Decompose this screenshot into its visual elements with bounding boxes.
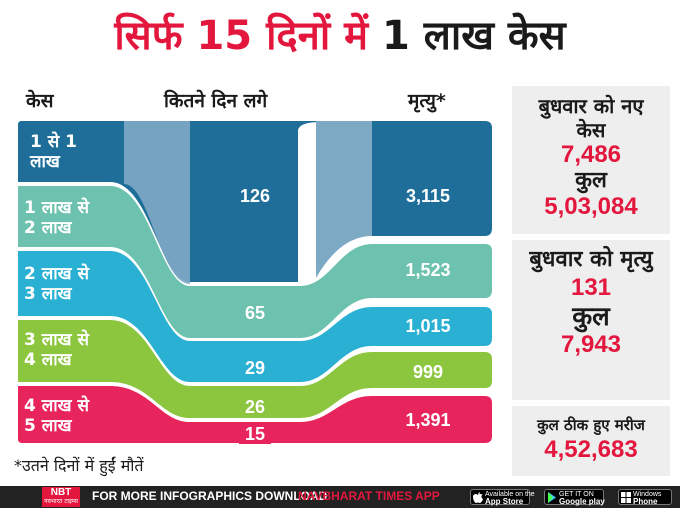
band-1-label: 1 से 1 लाख bbox=[30, 132, 77, 172]
band-2-days: 65 bbox=[244, 303, 266, 323]
panel-deaths: बुधवार को मृत्यु 131 कुल 7,943 bbox=[512, 240, 670, 400]
band-3-shape bbox=[18, 251, 492, 382]
recovered-label: कुल ठीक हुए मरीज bbox=[537, 416, 645, 434]
play-icon bbox=[548, 492, 556, 503]
google-play-badge[interactable]: GET IT ON Google play bbox=[544, 489, 605, 506]
band-3-deaths: 1,015 bbox=[405, 316, 451, 336]
windows-phone-big: Phone bbox=[633, 497, 658, 506]
total-cases-label: कुल bbox=[575, 168, 607, 193]
new-cases-value: 7,486 bbox=[560, 141, 622, 168]
windows-phone-badge[interactable]: Windows Phone bbox=[618, 489, 672, 506]
nbt-logo-sub: नवभारत टाइम्स bbox=[44, 498, 78, 505]
google-play-small: GET IT ON bbox=[559, 491, 594, 498]
band-5-label: 4 लाख से 5 लाख bbox=[24, 396, 89, 436]
app-store-small: Available on the bbox=[485, 491, 535, 498]
panel-recovered: कुल ठीक हुए मरीज 4,52,683 bbox=[512, 406, 670, 476]
total-deaths-label: कुल bbox=[572, 302, 610, 332]
new-cases-label: बुधवार को नए केस bbox=[538, 94, 644, 142]
band-3-label: 2 लाख से 3 लाख bbox=[24, 264, 89, 304]
deaths-value: 131 bbox=[570, 274, 612, 301]
band-1-light-left bbox=[124, 121, 190, 284]
google-play-big: Google play bbox=[559, 497, 605, 506]
band-4-shape bbox=[18, 320, 492, 418]
band-1-deaths: 3,115 bbox=[405, 186, 451, 206]
band-2-shape bbox=[18, 186, 492, 338]
band-4-label: 3 लाख से 4 लाख bbox=[24, 330, 89, 370]
band-3-days: 29 bbox=[244, 358, 266, 378]
header-days: कितने दिन लगे bbox=[164, 90, 268, 112]
footnote: *उतने दिनों में हुईं मौतें bbox=[14, 456, 144, 475]
total-cases-value: 5,03,084 bbox=[544, 193, 638, 220]
windows-phone-small: Windows bbox=[633, 491, 662, 498]
app-store-badge[interactable]: Available on the App Store bbox=[470, 489, 535, 506]
band-5-days-wrap: 15 bbox=[210, 423, 300, 445]
footer-app-link[interactable]: NAVBHARAT TIMES APP bbox=[298, 489, 440, 503]
band-4-days: 26 bbox=[244, 397, 266, 417]
band-2-deaths: 1,523 bbox=[405, 260, 451, 280]
band-2-label: 1 लाख से 2 लाख bbox=[24, 198, 89, 238]
header-cases: केस bbox=[26, 90, 54, 112]
nbt-logo-text: NBT bbox=[50, 487, 72, 498]
total-deaths-value: 7,943 bbox=[560, 331, 622, 358]
deaths-label: बुधवार को मृत्यु bbox=[529, 247, 653, 272]
band-5-days: 15 bbox=[238, 424, 272, 444]
page-title: सिर्फ 15 दिनों में 1 लाख केस bbox=[0, 6, 680, 66]
footer-bar: NBT नवभारत टाइम्स FOR MORE INFOGRAPHICS … bbox=[0, 486, 680, 508]
apple-icon bbox=[473, 492, 483, 503]
header-deaths: मृत्यु* bbox=[408, 90, 446, 112]
nbt-logo[interactable]: NBT नवभारत टाइम्स bbox=[42, 487, 80, 507]
title-main: 1 लाख केस bbox=[382, 13, 566, 59]
windows-icon bbox=[621, 492, 631, 503]
band-5-deaths: 1,391 bbox=[405, 410, 451, 430]
band-5-shape bbox=[18, 386, 492, 443]
footer-text: FOR MORE INFOGRAPHICS DOWNLOAD bbox=[92, 489, 328, 503]
band-1-days: 126 bbox=[239, 186, 271, 206]
recovered-value: 4,52,683 bbox=[544, 436, 638, 463]
title-highlight: सिर्फ 15 दिनों में bbox=[114, 13, 369, 59]
panel-new-cases: बुधवार को नए केस 7,486 कुल 5,03,084 bbox=[512, 86, 670, 234]
band-1-light-right bbox=[316, 121, 372, 278]
bands-chart bbox=[18, 121, 492, 443]
app-store-big: App Store bbox=[485, 497, 524, 506]
band-4-deaths: 999 bbox=[412, 362, 444, 382]
